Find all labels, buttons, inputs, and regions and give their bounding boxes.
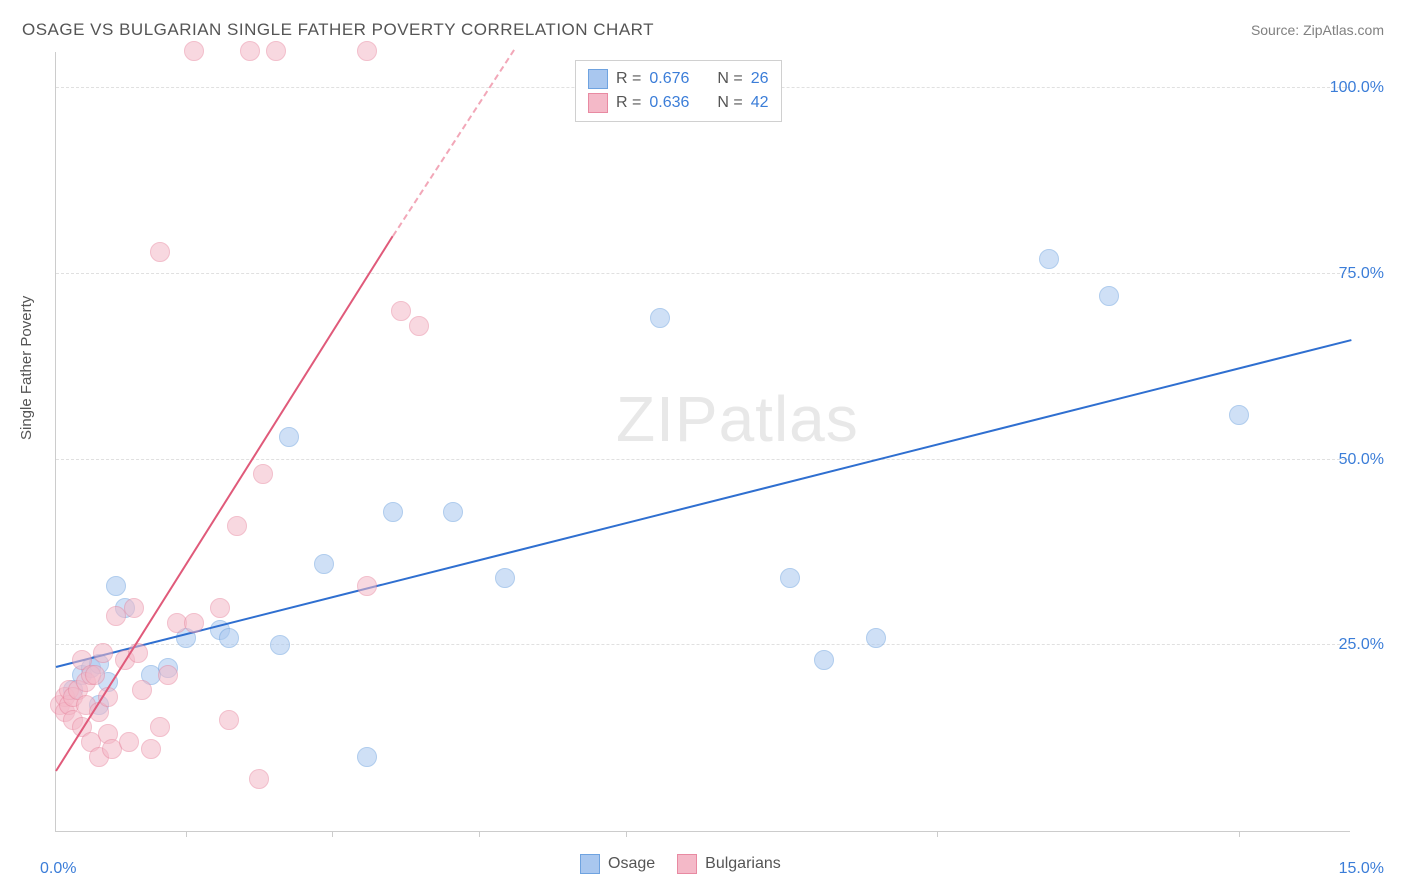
gridline-h: [56, 273, 1350, 274]
watermark: ZIPatlas: [616, 382, 859, 456]
data-point: [1099, 286, 1119, 306]
data-point: [184, 41, 204, 61]
data-point: [219, 710, 239, 730]
r-value: 0.636: [649, 94, 689, 112]
x-axis-max-label: 15.0%: [1339, 860, 1384, 878]
legend-swatch: [588, 69, 608, 89]
data-point: [279, 427, 299, 447]
chart-title: OSAGE VS BULGARIAN SINGLE FATHER POVERTY…: [22, 20, 654, 40]
r-prefix: R =: [616, 70, 641, 88]
x-tick: [332, 831, 333, 837]
source-credit: Source: ZipAtlas.com: [1251, 22, 1384, 38]
x-axis-min-label: 0.0%: [40, 860, 76, 878]
data-point: [409, 316, 429, 336]
data-point: [158, 665, 178, 685]
y-tick-label: 100.0%: [1330, 79, 1384, 105]
data-point: [314, 554, 334, 574]
y-tick-label: 50.0%: [1339, 451, 1384, 477]
data-point: [443, 502, 463, 522]
y-tick-label: 75.0%: [1339, 265, 1384, 291]
data-point: [814, 650, 834, 670]
legend-series-item: Osage: [580, 854, 655, 874]
legend-series-label: Osage: [608, 855, 655, 873]
watermark-zip: ZIP: [616, 383, 719, 455]
data-point: [227, 516, 247, 536]
data-point: [150, 717, 170, 737]
data-point: [495, 568, 515, 588]
y-tick-label: 25.0%: [1339, 636, 1384, 662]
n-value: 26: [751, 70, 769, 88]
data-point: [383, 502, 403, 522]
data-point: [132, 680, 152, 700]
r-prefix: R =: [616, 94, 641, 112]
legend-series-item: Bulgarians: [677, 854, 781, 874]
data-point: [106, 576, 126, 596]
trend-line: [56, 339, 1351, 668]
plot-area: ZIPatlas: [55, 52, 1350, 832]
x-tick: [1239, 831, 1240, 837]
source-name: ZipAtlas.com: [1303, 22, 1384, 38]
r-value: 0.676: [649, 70, 689, 88]
data-point: [253, 464, 273, 484]
legend-swatch: [580, 854, 600, 874]
n-prefix: N =: [717, 70, 742, 88]
data-point: [866, 628, 886, 648]
data-point: [650, 308, 670, 328]
y-axis-label: Single Father Poverty: [18, 296, 35, 440]
data-point: [1229, 405, 1249, 425]
legend-correlation-row: R = 0.676 N = 26: [588, 67, 769, 91]
legend-swatch: [588, 93, 608, 113]
data-point: [119, 732, 139, 752]
data-point: [184, 613, 204, 633]
data-point: [391, 301, 411, 321]
data-point: [150, 242, 170, 262]
data-point: [266, 41, 286, 61]
data-point: [93, 643, 113, 663]
data-point: [219, 628, 239, 648]
legend-swatch: [677, 854, 697, 874]
x-tick: [479, 831, 480, 837]
data-point: [357, 41, 377, 61]
trend-line: [55, 235, 393, 771]
source-prefix: Source:: [1251, 22, 1303, 38]
data-point: [240, 41, 260, 61]
legend-series-label: Bulgarians: [705, 855, 781, 873]
data-point: [124, 598, 144, 618]
data-point: [249, 769, 269, 789]
data-point: [1039, 249, 1059, 269]
data-point: [270, 635, 290, 655]
gridline-h: [56, 644, 1350, 645]
x-tick: [186, 831, 187, 837]
data-point: [357, 576, 377, 596]
data-point: [780, 568, 800, 588]
n-prefix: N =: [717, 94, 742, 112]
legend-correlation: R = 0.676 N = 26 R = 0.636 N = 42: [575, 60, 782, 122]
x-tick: [626, 831, 627, 837]
data-point: [210, 598, 230, 618]
legend-correlation-row: R = 0.636 N = 42: [588, 91, 769, 115]
data-point: [357, 747, 377, 767]
legend-series: Osage Bulgarians: [580, 854, 781, 874]
trend-line: [392, 49, 515, 236]
data-point: [141, 739, 161, 759]
n-value: 42: [751, 94, 769, 112]
data-point: [85, 665, 105, 685]
x-tick: [937, 831, 938, 837]
watermark-atlas: atlas: [719, 383, 859, 455]
